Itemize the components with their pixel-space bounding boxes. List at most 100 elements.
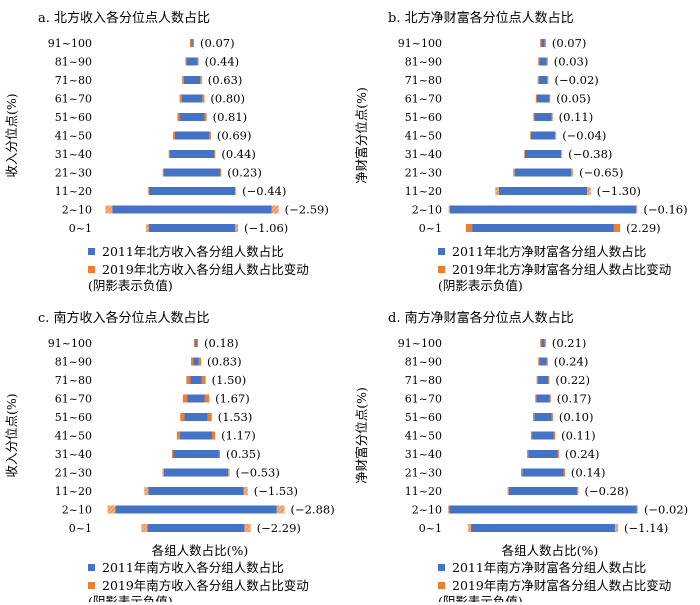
- change-bar-left: [530, 431, 533, 440]
- category-tick-label: 2~10: [412, 204, 442, 217]
- category-tick-label: 41~50: [405, 430, 442, 443]
- base-bar: [514, 168, 572, 177]
- category-tick-label: 61~70: [405, 93, 442, 106]
- change-bar-left: [107, 505, 116, 514]
- change-bar-left: [171, 450, 174, 458]
- base-bar: [471, 524, 615, 532]
- data-label: (0.05): [556, 92, 591, 106]
- base-bar: [187, 394, 205, 403]
- change-bar-left: [540, 339, 542, 347]
- data-label: (0.21): [552, 336, 587, 350]
- change-bar-left: [190, 357, 194, 366]
- base-bar: [179, 113, 205, 121]
- change-bar-left: [162, 168, 164, 177]
- base-bar: [190, 376, 202, 384]
- change-bar-right: [563, 468, 565, 477]
- base-bar: [541, 39, 545, 47]
- chart-title: a. 北方收入各分位点人数占比: [38, 10, 210, 26]
- change-bar-right: [546, 357, 548, 366]
- change-bar-left: [535, 94, 538, 103]
- category-tick-label: 31~40: [55, 148, 92, 161]
- category-tick-label: 91~100: [398, 37, 442, 50]
- legend-note: (阴影表示负值): [88, 594, 173, 602]
- change-bar-right: [201, 376, 206, 384]
- y-axis-label: 净财富分位点(%): [354, 387, 369, 484]
- change-bar-left: [147, 187, 150, 195]
- category-tick-label: 41~50: [405, 130, 442, 143]
- data-label: (0.24): [554, 355, 589, 369]
- base-bar: [191, 39, 193, 47]
- base-bar: [539, 57, 547, 66]
- chart-title: c. 南方收入各分位点人数占比: [38, 310, 210, 326]
- change-bar-right: [557, 450, 559, 458]
- change-bar-right: [202, 94, 205, 103]
- category-tick-label: 0~1: [419, 522, 442, 535]
- change-bar-left: [535, 394, 537, 403]
- base-bar: [181, 94, 203, 103]
- change-bar-left: [537, 76, 539, 84]
- data-label: (−1.30): [597, 184, 641, 198]
- category-tick-label: 81~90: [405, 356, 442, 369]
- category-tick-label: 11~20: [405, 185, 442, 198]
- change-bar-left: [540, 39, 542, 47]
- change-bar-right: [613, 224, 621, 232]
- change-bar-left: [448, 205, 450, 214]
- data-label: (−0.16): [643, 203, 687, 217]
- change-bar-left: [533, 113, 535, 121]
- change-bar-left: [189, 39, 192, 47]
- category-tick-label: 21~30: [55, 467, 92, 480]
- change-bar-left: [465, 224, 473, 232]
- category-tick-label: 0~1: [69, 222, 92, 235]
- change-bar-left: [507, 487, 509, 495]
- data-label: (−0.02): [644, 503, 688, 517]
- base-bar: [115, 505, 277, 514]
- change-bar-right: [571, 168, 574, 177]
- data-label: (0.44): [221, 147, 256, 161]
- y-axis-label: 净财富分位点(%): [354, 87, 369, 184]
- base-bar: [186, 57, 198, 66]
- base-bar: [173, 450, 219, 458]
- category-tick-label: 11~20: [405, 485, 442, 498]
- data-label: (0.14): [571, 466, 606, 480]
- base-bar: [531, 131, 555, 140]
- data-label: (0.80): [210, 92, 245, 106]
- base-bar: [195, 339, 197, 347]
- change-bar-left: [145, 224, 149, 232]
- data-label: (0.23): [227, 166, 262, 180]
- legend-swatch-base: [438, 564, 445, 571]
- change-bar-left: [193, 339, 196, 347]
- change-bar-left: [512, 168, 515, 177]
- change-bar-left: [168, 150, 170, 158]
- change-bar-right: [554, 131, 557, 140]
- base-bar: [163, 468, 229, 477]
- legend-entry-base: 2011年北方净财富各分组人数占比: [452, 244, 646, 259]
- change-bar-left: [186, 376, 191, 384]
- category-tick-label: 51~60: [405, 111, 442, 124]
- legend-swatch-base: [438, 248, 445, 255]
- category-tick-label: 81~90: [55, 356, 92, 369]
- chart-title: d. 南方净财富各分位点人数占比: [388, 310, 574, 326]
- base-bar: [528, 450, 558, 458]
- change-bar-right: [204, 394, 210, 403]
- legend-entry-change: 2019年南方收入各分组人数占比变动: [102, 578, 309, 593]
- change-bar-right: [636, 205, 638, 214]
- base-bar: [536, 394, 550, 403]
- base-bar: [193, 357, 199, 366]
- base-bar: [163, 168, 221, 177]
- change-bar-left: [495, 187, 499, 195]
- base-bar: [449, 205, 637, 214]
- category-tick-label: 11~20: [55, 485, 92, 498]
- base-bar: [149, 187, 235, 195]
- panel-d-south-wealth: d. 南方净财富各分位点人数占比 净财富分位点(%) 91~100 (0.21) 81~…: [350, 300, 700, 602]
- base-bar: [522, 468, 564, 477]
- category-tick-label: 71~80: [405, 74, 442, 87]
- x-axis-label: 各组人数占比(%): [502, 543, 599, 558]
- change-bar-left: [185, 57, 187, 66]
- change-bar-right: [544, 39, 546, 47]
- change-bar-left: [144, 487, 149, 495]
- change-bar-right: [553, 431, 556, 440]
- change-bar-left: [529, 131, 532, 140]
- category-tick-label: 81~90: [55, 56, 92, 69]
